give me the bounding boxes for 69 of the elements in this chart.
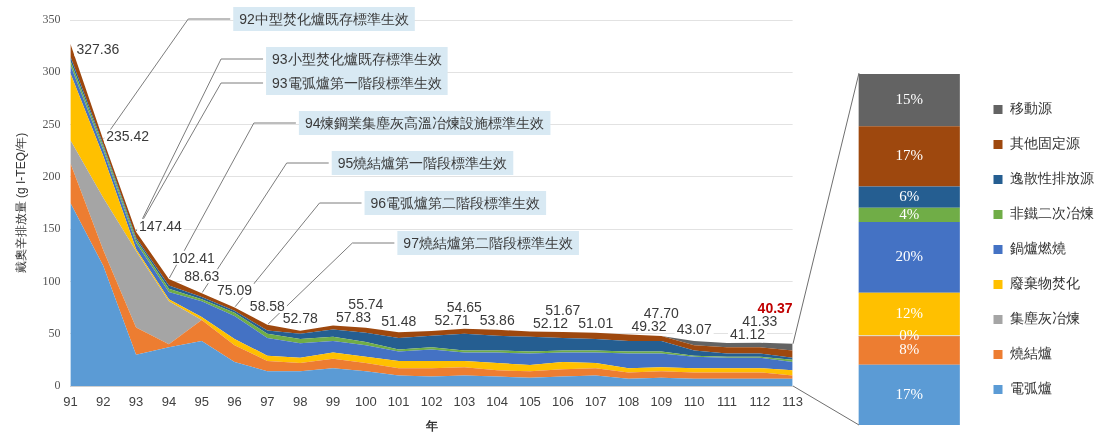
x-tick-label: 95	[194, 394, 209, 410]
x-tick-label: 98	[292, 394, 308, 410]
y-tick-label: 250	[42, 116, 61, 131]
x-tick-label: 92	[95, 394, 111, 410]
x-tick-label: 111	[717, 394, 737, 410]
total-label: 75.09	[217, 282, 253, 299]
annotation: 95燒結爐第一階段標準生效	[337, 154, 508, 171]
y-tick-label: 200	[42, 169, 61, 184]
annotation: 96電弧爐第二階段標準生效	[370, 194, 541, 211]
x-tick-label: 91	[63, 394, 78, 410]
data-label: 17%	[895, 385, 923, 402]
x-tick-label: 108	[617, 394, 640, 410]
data-label: 6%	[899, 188, 920, 205]
x-tick-label: 93	[128, 394, 144, 410]
legend-label: 廢棄物焚化	[1009, 276, 1080, 292]
x-tick-label: 107	[584, 394, 607, 410]
data-label: 4%	[899, 205, 920, 222]
x-tick-label: 110	[683, 394, 705, 410]
x-tick-label: 104	[486, 394, 509, 410]
data-label: 8%	[899, 341, 920, 358]
y-tick-label: 150	[42, 221, 61, 236]
legend-label: 非鐵二次冶煉	[1009, 206, 1094, 222]
x-tick-label: 102	[420, 394, 443, 410]
legend-label: 燒結爐	[1009, 346, 1052, 362]
x-tick-label: 106	[551, 394, 574, 410]
legend-label: 集塵灰冶煉	[1009, 311, 1080, 327]
y-tick-label: 50	[48, 325, 61, 340]
total-label: 235.42	[106, 128, 150, 145]
legend-label: 移動源	[1009, 101, 1052, 117]
y-tick-label: 350	[42, 12, 61, 27]
x-tick-label: 103	[453, 394, 476, 410]
total-label: 41.12	[729, 325, 766, 342]
total-label: 53.86	[479, 312, 515, 329]
total-label: 51.01	[578, 315, 614, 332]
total-label: 102.41	[171, 249, 215, 266]
x-tick-label: 105	[519, 394, 541, 410]
y-tick-label: 100	[42, 273, 61, 288]
x-tick-label: 101	[387, 394, 410, 410]
total-label: 147.44	[139, 217, 183, 234]
total-label: 43.07	[676, 321, 712, 338]
total-label: 88.63	[184, 268, 220, 285]
total-label: 51.48	[381, 312, 417, 329]
y-tick-label: 300	[42, 64, 61, 79]
y-axis-title: 戴奧辛排放量 (g I-TEQ/年)	[13, 132, 28, 274]
x-tick-label: 96	[227, 394, 242, 410]
x-tick-label: 109	[650, 394, 673, 410]
x-tick-label: 94	[161, 394, 177, 410]
annotation: 92中型焚化爐既存標準生效	[239, 10, 409, 27]
annotation: 94煉鋼業集塵灰高溫冶煉設施標準生效	[304, 114, 545, 131]
data-label: 17%	[895, 147, 923, 164]
x-tick-label: 112	[749, 394, 771, 410]
total-label: 58.58	[249, 298, 286, 314]
legend-label: 逸散性排放源	[1009, 171, 1094, 187]
x-axis-title: 年	[424, 419, 438, 434]
annotation: 93小型焚化爐既存標準生效	[272, 50, 442, 67]
x-tick-label: 100	[355, 394, 377, 410]
data-label: 15%	[895, 90, 923, 107]
x-tick-label: 113	[782, 394, 803, 410]
data-label: 20%	[895, 248, 923, 265]
total-label: 327.36	[76, 41, 120, 58]
annotation: 97燒結爐第二階段標準生效	[403, 234, 573, 251]
legend-label: 其他固定源	[1009, 136, 1080, 152]
y-tick-label: 0	[54, 378, 61, 393]
legend-label: 鍋爐燃燒	[1009, 241, 1066, 257]
x-tick-label: 97	[260, 394, 275, 410]
x-tick-label: 99	[325, 394, 341, 410]
annotation: 93電弧爐第一階段標準生效	[272, 74, 442, 91]
legend-label: 電弧爐	[1009, 381, 1052, 397]
data-label: 12%	[895, 305, 923, 322]
